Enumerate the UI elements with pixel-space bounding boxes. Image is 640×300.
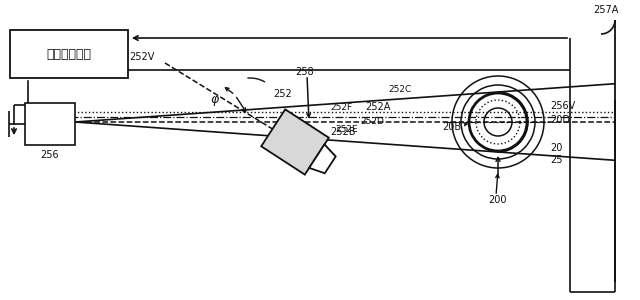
Text: 252A: 252A <box>365 102 390 112</box>
Text: 200: 200 <box>488 195 506 205</box>
Text: 20D: 20D <box>550 115 570 125</box>
Text: 252F: 252F <box>330 103 352 112</box>
Text: 252E: 252E <box>335 124 358 134</box>
Text: 252: 252 <box>274 89 292 99</box>
Text: 252C: 252C <box>388 85 412 94</box>
Text: コンピュータ: コンピュータ <box>47 47 92 61</box>
Text: 252B: 252B <box>331 128 356 137</box>
Text: 252V: 252V <box>130 52 155 62</box>
Bar <box>25 103 75 145</box>
Text: 256: 256 <box>41 150 60 160</box>
Bar <box>10 30 128 78</box>
Text: 20B: 20B <box>442 122 461 132</box>
Text: 25: 25 <box>550 155 563 165</box>
Polygon shape <box>261 110 329 175</box>
Text: 20: 20 <box>550 143 563 153</box>
Text: 252D: 252D <box>360 118 384 127</box>
Text: 256V: 256V <box>550 101 575 111</box>
Text: φ: φ <box>211 94 219 106</box>
Text: 257A: 257A <box>593 5 618 15</box>
Polygon shape <box>285 110 335 157</box>
Text: 258: 258 <box>296 67 314 77</box>
Polygon shape <box>309 144 335 173</box>
